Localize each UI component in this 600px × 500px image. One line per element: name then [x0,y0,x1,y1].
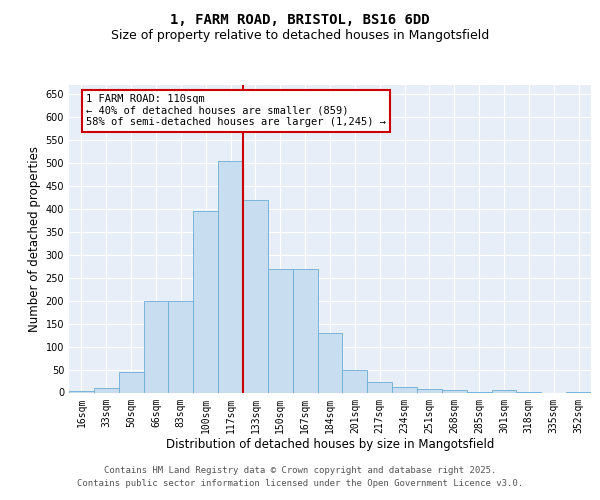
Bar [94,388,119,392]
Bar [193,211,218,392]
Bar [343,370,367,392]
Bar [119,372,143,392]
Text: Contains HM Land Registry data © Crown copyright and database right 2025.: Contains HM Land Registry data © Crown c… [104,466,496,475]
Text: 1, FARM ROAD, BRISTOL, BS16 6DD: 1, FARM ROAD, BRISTOL, BS16 6DD [170,12,430,26]
Bar [218,160,243,392]
Bar [243,200,268,392]
Bar [491,390,517,392]
Bar [392,387,417,392]
Bar [268,268,293,392]
X-axis label: Distribution of detached houses by size in Mangotsfield: Distribution of detached houses by size … [166,438,494,451]
Text: 1 FARM ROAD: 110sqm
← 40% of detached houses are smaller (859)
58% of semi-detac: 1 FARM ROAD: 110sqm ← 40% of detached ho… [86,94,386,128]
Bar [293,268,317,392]
Bar [317,333,343,392]
Bar [417,390,442,392]
Bar [69,391,94,392]
Bar [442,390,467,392]
Text: Size of property relative to detached houses in Mangotsfield: Size of property relative to detached ho… [111,28,489,42]
Bar [143,300,169,392]
Y-axis label: Number of detached properties: Number of detached properties [28,146,41,332]
Text: Contains public sector information licensed under the Open Government Licence v3: Contains public sector information licen… [77,479,523,488]
Bar [169,300,193,392]
Bar [367,382,392,392]
